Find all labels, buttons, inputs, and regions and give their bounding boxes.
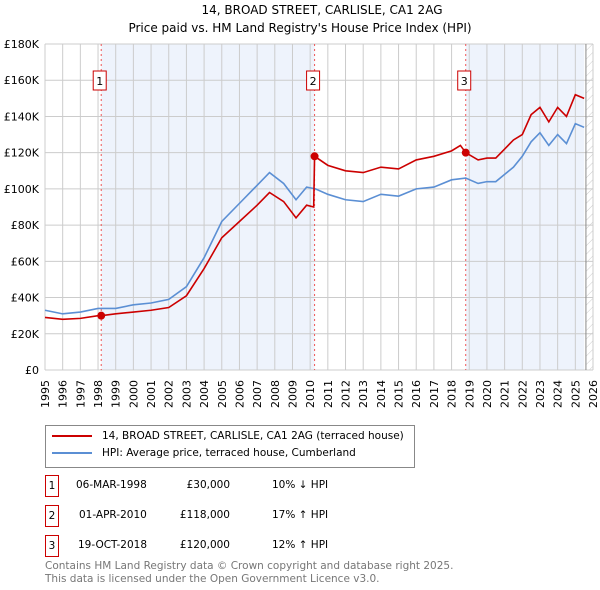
y-tick-label: £160K: [4, 74, 40, 87]
legend-swatch-red: [52, 435, 92, 437]
chart-title: 14, BROAD STREET, CARLISLE, CA1 2AG: [201, 3, 442, 17]
x-tick-label: 2007: [251, 380, 264, 408]
footer: Contains HM Land Registry data © Crown c…: [45, 560, 453, 586]
x-tick-label: 1997: [74, 380, 87, 408]
x-tick-label: 2016: [410, 380, 423, 408]
transaction-hpi: 10% ↓ HPI: [272, 479, 329, 491]
sale-label-box: [306, 70, 321, 91]
x-tick-label: 2025: [569, 380, 582, 408]
y-tick-label: £0: [25, 364, 39, 377]
transaction-date: 19-OCT-2018: [78, 539, 147, 551]
x-tick-label: 2021: [499, 380, 512, 408]
future-hatch: [585, 44, 593, 370]
x-tick-label: 2001: [145, 380, 158, 408]
y-tick-label: £20K: [11, 328, 40, 341]
sale-label-box: [457, 70, 472, 91]
y-tick-label: £40K: [11, 292, 40, 305]
x-tick-label: 1995: [39, 380, 52, 408]
x-tick-label: 2014: [375, 380, 388, 408]
x-tick-label: 2000: [127, 380, 140, 408]
y-tick-label: £140K: [4, 110, 40, 123]
y-tick-label: £120K: [4, 147, 40, 160]
x-tick-label: 2012: [340, 380, 353, 408]
transaction-row: 1 06-MAR-1998 £30,000 10% ↓ HPI: [45, 475, 445, 497]
sale-label: 1: [96, 75, 103, 88]
shaded-range: [101, 44, 315, 370]
transaction-row: 3 19-OCT-2018 £120,000 12% ↑ HPI: [45, 535, 445, 557]
x-tick-label: 2010: [304, 380, 317, 408]
x-tick-label: 2020: [481, 380, 494, 408]
transaction-row: 2 01-APR-2010 £118,000 17% ↑ HPI: [45, 505, 445, 527]
x-tick-label: 2009: [286, 380, 299, 408]
transaction-date: 01-APR-2010: [79, 509, 147, 521]
footer-licence: This data is licensed under the Open Gov…: [45, 573, 380, 585]
transaction-price: £118,000: [179, 509, 230, 521]
hpi-line: [44, 122, 585, 315]
sale-label: 3: [461, 75, 468, 88]
price-chart: 14, BROAD STREET, CARLISLE, CA1 2AG Pric…: [4, 3, 600, 408]
legend-label: HPI: Average price, terraced house, Cumb…: [102, 447, 356, 459]
x-tick-label: 2026: [587, 380, 600, 408]
sale-label: 2: [310, 75, 317, 88]
chart-subtitle: Price paid vs. HM Land Registry's House …: [128, 21, 471, 35]
y-tick-label: £100K: [4, 183, 40, 196]
sale-point: [461, 148, 470, 157]
legend-item-property: 14, BROAD STREET, CARLISLE, CA1 2AG (ter…: [52, 430, 404, 442]
x-tick-label: 1999: [110, 380, 123, 408]
sale-label-box: [92, 70, 107, 91]
transaction-hpi: 12% ↑ HPI: [272, 539, 329, 551]
x-tick-label: 2003: [180, 380, 193, 408]
property-price-line: [44, 93, 585, 321]
x-tick-label: 2011: [322, 380, 335, 408]
x-tick-label: 2006: [233, 380, 246, 408]
shaded-range: [465, 44, 585, 370]
x-tick-label: 2015: [393, 380, 406, 408]
legend-item-hpi: HPI: Average price, terraced house, Cumb…: [52, 447, 356, 459]
x-tick-label: 2013: [357, 380, 370, 408]
sale-point: [310, 152, 319, 161]
x-tick-label: 2017: [428, 380, 441, 408]
x-tick-label: 1998: [92, 380, 105, 408]
x-tick-label: 2008: [269, 380, 282, 408]
transaction-date: 06-MAR-1998: [76, 479, 147, 491]
y-tick-label: £60K: [11, 255, 40, 268]
x-tick-label: 2002: [163, 380, 176, 408]
x-tick-label: 2019: [463, 380, 476, 408]
y-tick-label: £80K: [11, 219, 40, 232]
transaction-price: £30,000: [186, 479, 230, 491]
x-tick-label: 2022: [516, 380, 529, 408]
x-tick-label: 2024: [552, 380, 565, 408]
x-tick-label: 2018: [446, 380, 459, 408]
legend-label: 14, BROAD STREET, CARLISLE, CA1 2AG (ter…: [102, 430, 404, 442]
legend: 14, BROAD STREET, CARLISLE, CA1 2AG (ter…: [45, 425, 415, 468]
legend-swatch-blue: [52, 452, 92, 454]
transaction-marker: 3: [45, 535, 59, 557]
y-tick-label: £180K: [4, 38, 40, 51]
x-tick-label: 2004: [198, 380, 211, 408]
transaction-price: £120,000: [179, 539, 230, 551]
x-tick-label: 1996: [57, 380, 70, 408]
x-tick-label: 2005: [216, 380, 229, 408]
sale-point: [97, 311, 106, 320]
transaction-marker: 1: [45, 475, 59, 497]
transaction-hpi: 17% ↑ HPI: [272, 509, 329, 521]
footer-copyright: Contains HM Land Registry data © Crown c…: [45, 560, 454, 572]
x-tick-label: 2023: [534, 380, 547, 408]
transaction-marker: 2: [45, 505, 59, 527]
